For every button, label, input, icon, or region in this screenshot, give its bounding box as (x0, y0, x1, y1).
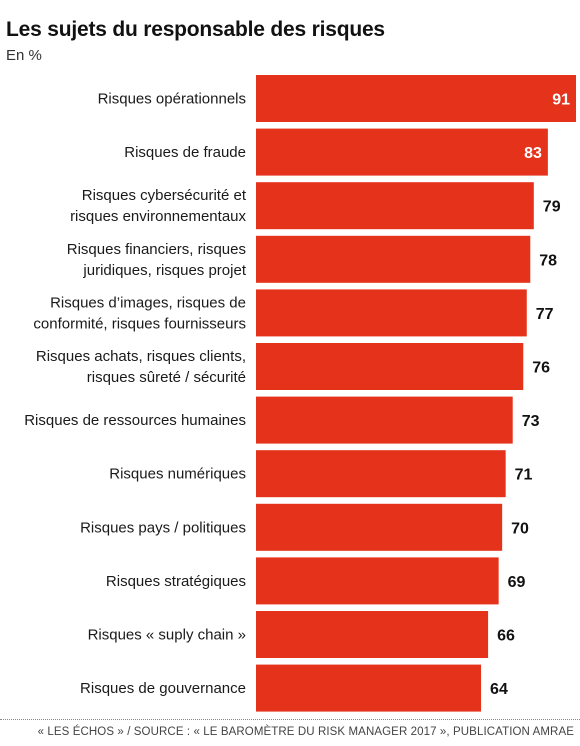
value-label-risques-strategiques: 69 (508, 574, 526, 591)
bar-risques-de-gouvernance (256, 664, 482, 712)
bar-risques-suply-chain (256, 611, 489, 658)
bar-risques-operationnels (256, 75, 576, 122)
category-label-risques-achats-risques-clients-risques-surete-securite: Risques achats, risques clients, risques … (36, 348, 246, 386)
category-label-risques-numeriques: Risques numériques (109, 466, 246, 483)
value-label-risques-pays-politiques: 70 (511, 520, 529, 537)
bar-risques-numeriques (256, 450, 506, 498)
bar-risques-de-fraude (256, 128, 548, 176)
source-note: « LES ÉCHOS » / SOURCE : « LE BAROMÈTRE … (37, 726, 574, 738)
category-label-risques-strategiques: Risques stratégiques (106, 573, 246, 590)
bar-chart: Risques opérationnels 91 Risques de fraude… (24, 75, 576, 712)
category-label-risques-cybersecurite-et-risques-environnementaux: Risques cybersécurité et risques environn… (70, 187, 247, 225)
category-label-risques-pays-politiques: Risques pays / politiques (80, 519, 246, 536)
bar-risques-financiers-risques-juridiques-risques-projet (256, 235, 531, 283)
category-label-risques-d-images-risques-de-conformite-risques-fournisseurs: Risques d’images, risques de conformité, … (33, 294, 246, 332)
value-label-risques-de-ressources-humaines: 73 (522, 413, 540, 430)
chart-subtitle: En % (6, 47, 42, 64)
value-label-risques-operationnels: 91 (552, 92, 570, 109)
footer-divider (0, 719, 580, 720)
category-label-risques-suply-chain: Risques « suply chain » (88, 627, 246, 644)
bar-risques-achats-risques-clients-risques-surete-securite (256, 343, 524, 390)
bar-risques-d-images-risques-de-conformite-risques-fournisseurs (256, 289, 527, 337)
value-label-risques-cybersecurite-et-risques-environnementaux: 79 (543, 199, 561, 216)
category-label-risques-de-ressources-humaines: Risques de ressources humaines (24, 412, 246, 429)
value-label-risques-de-fraude: 83 (524, 145, 542, 162)
chart-title: Les sujets du responsable des risques (6, 18, 385, 41)
category-label-risques-operationnels: Risques opérationnels (98, 91, 246, 108)
category-label-risques-de-fraude: Risques de fraude (124, 144, 246, 161)
bar-risques-de-ressources-humaines (256, 396, 513, 444)
value-label-risques-suply-chain: 66 (497, 628, 515, 645)
category-label-risques-financiers-risques-juridiques-risques-projet: Risques financiers, risques juridiques, r… (67, 241, 247, 279)
value-label-risques-d-images-risques-de-conformite-risques-fournisseurs: 77 (536, 306, 554, 323)
bar-risques-pays-politiques (256, 503, 503, 551)
value-label-risques-achats-risques-clients-risques-surete-securite: 76 (532, 360, 550, 377)
category-label-risques-de-gouvernance: Risques de gouvernance (80, 680, 246, 697)
value-label-risques-de-gouvernance: 64 (490, 681, 508, 698)
bar-risques-cybersecurite-et-risques-environnementaux (256, 182, 534, 230)
bar-risques-strategiques (256, 557, 499, 605)
value-label-risques-numeriques: 71 (515, 467, 533, 484)
value-label-risques-financiers-risques-juridiques-risques-projet: 78 (539, 252, 557, 269)
